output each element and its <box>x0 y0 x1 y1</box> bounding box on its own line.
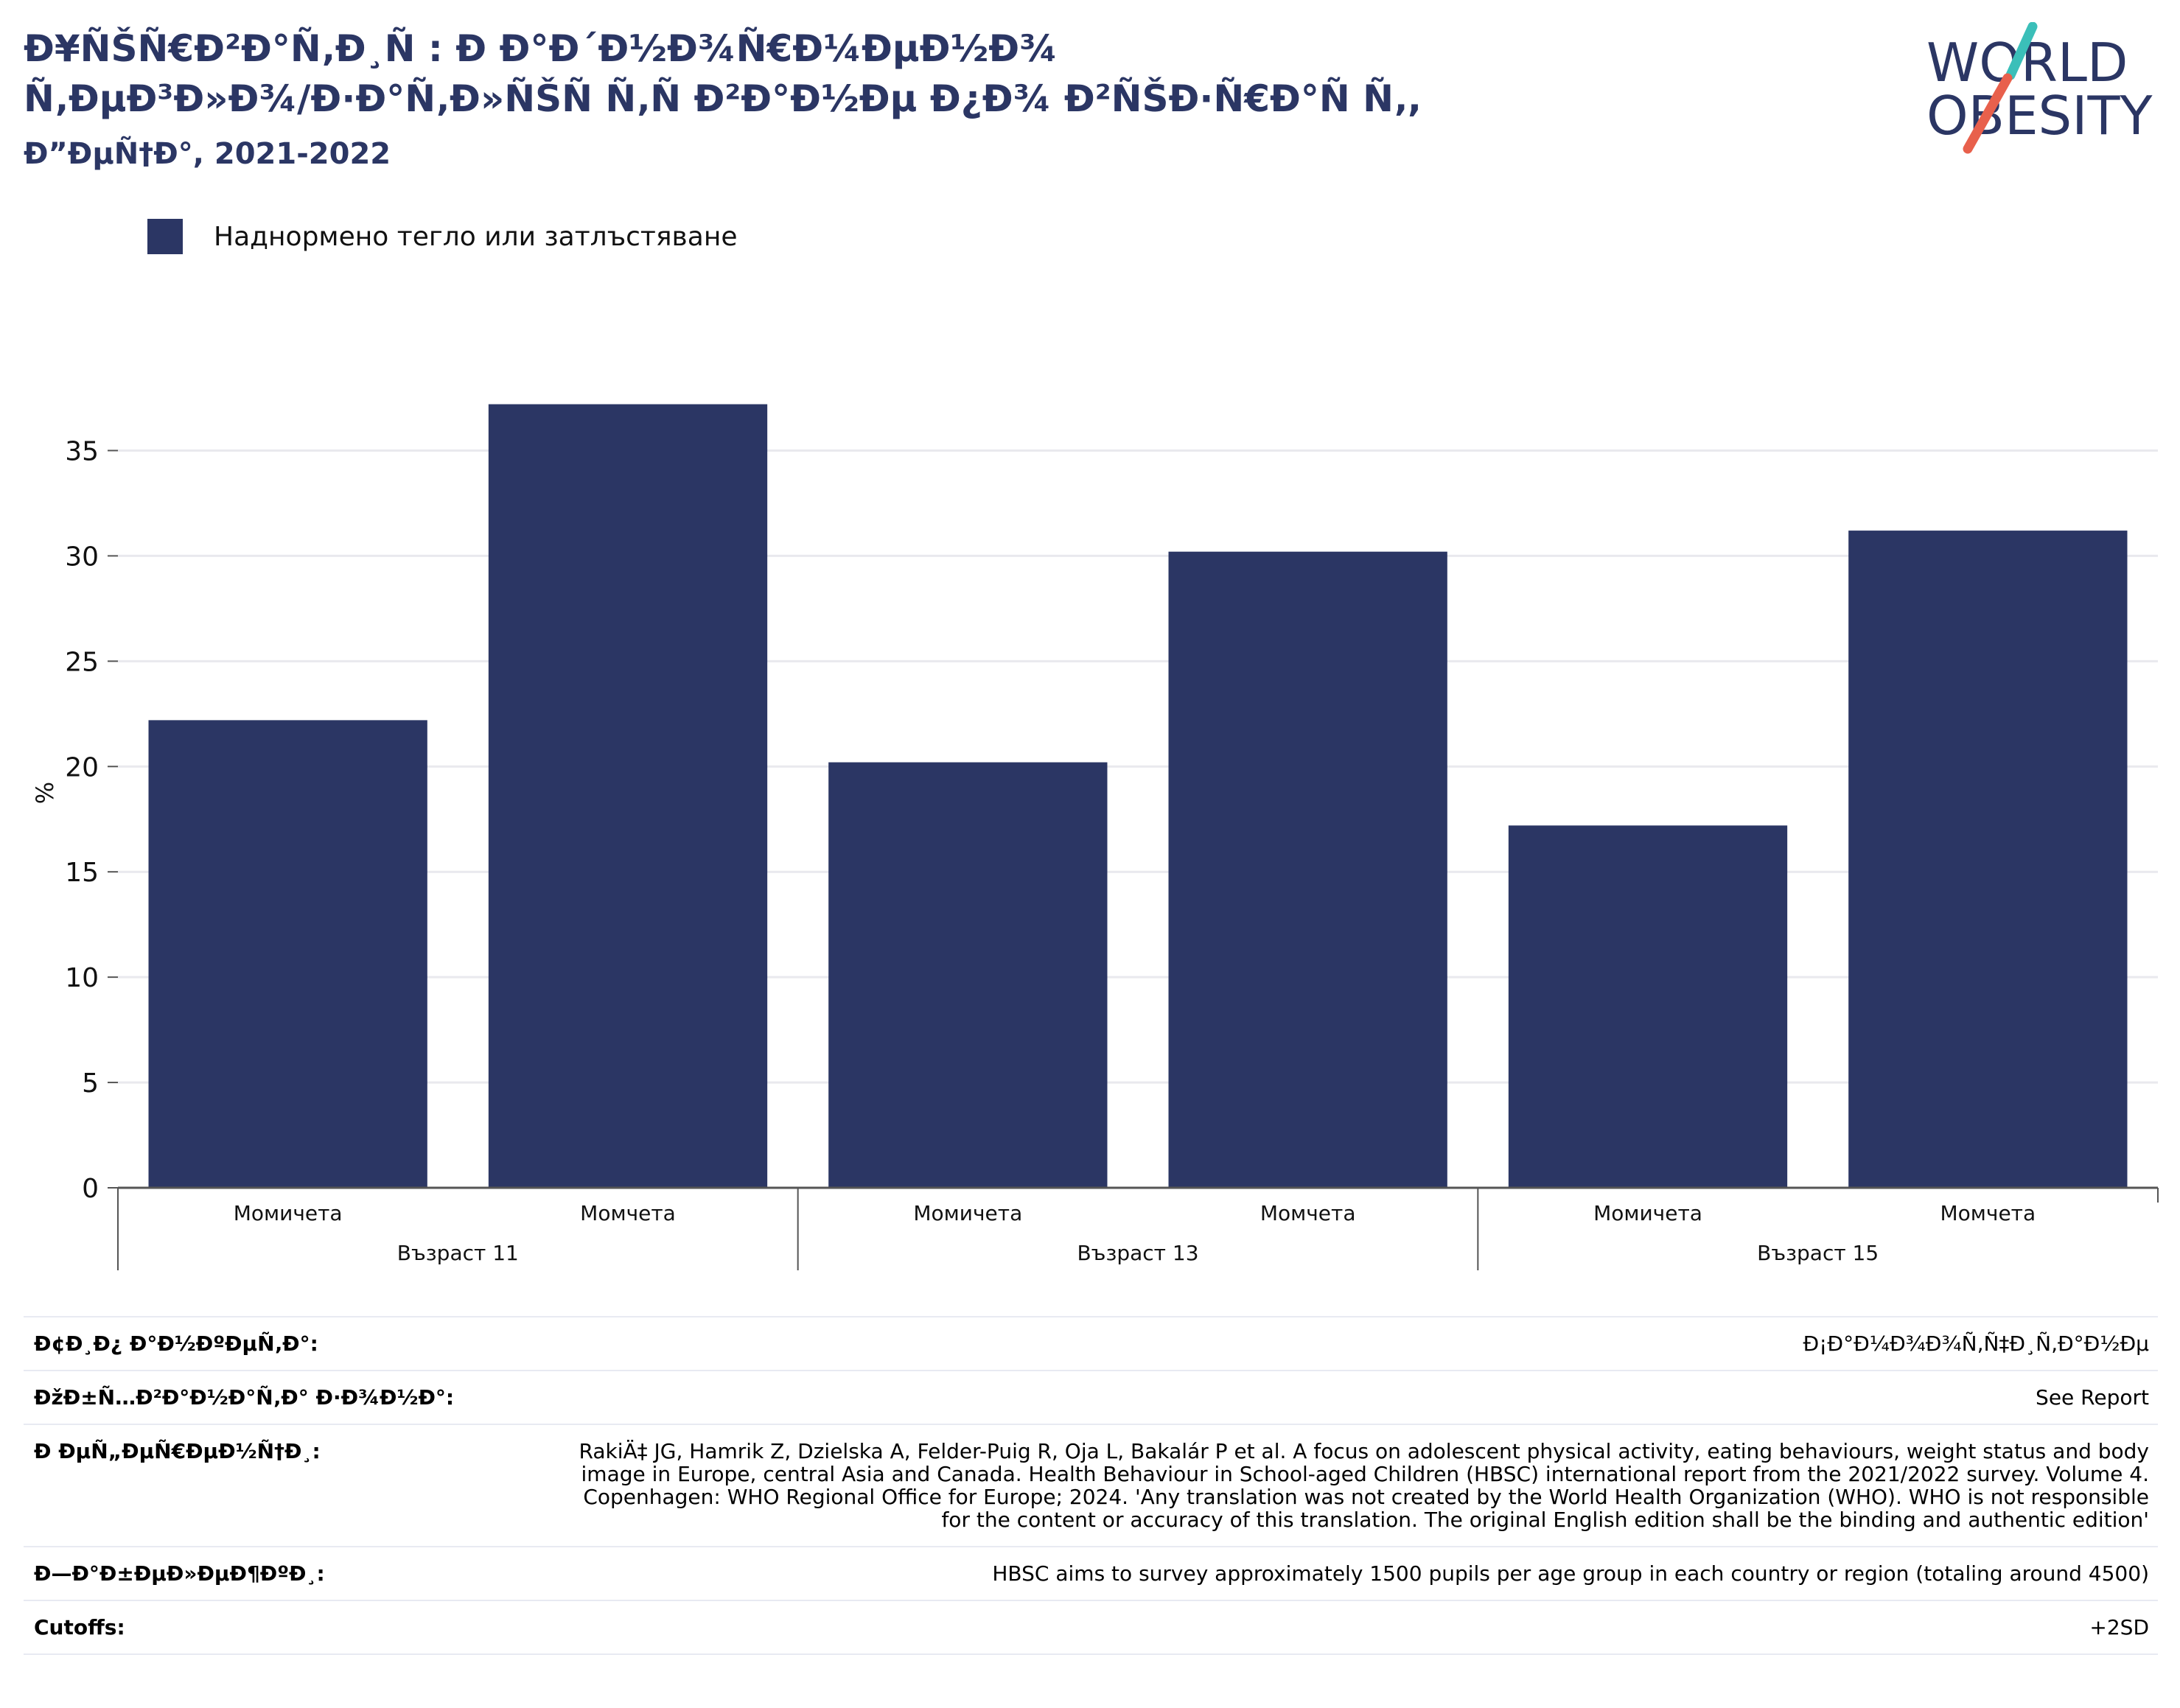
x-category-label: Момчета <box>580 1201 676 1225</box>
logo-slash-teal-icon <box>2005 22 2038 80</box>
x-group-label: Възраст 13 <box>1077 1241 1198 1265</box>
chart-title-line-2: Ñ‚ÐµÐ³Ð»Ð¾/Ð·Ð°Ñ‚Ð»ÑŠÑ Ñ‚Ñ Ð²Ð°Ð½Ðµ Ð¿Ð¾… <box>24 77 1422 120</box>
y-axis-label: % <box>31 782 59 804</box>
info-value: +2SD <box>2089 1615 2149 1639</box>
info-value: See Report <box>2036 1385 2149 1410</box>
x-group-label: Възраст 15 <box>1757 1241 1879 1265</box>
info-label: Ð¢Ð¸Ð¿ Ð°Ð½ÐºÐµÑ‚Ð°: <box>34 1331 318 1356</box>
x-category-label: Момичета <box>234 1201 343 1225</box>
info-table: Ð¢Ð¸Ð¿ Ð°Ð½ÐºÐµÑ‚Ð°: Ð¡Ð°Ð¼Ð¾Ð¾Ñ‚Ñ‡Ð¸Ñ‚Ð°… <box>24 1316 2158 1655</box>
bar <box>1168 551 1447 1188</box>
bar-chart: 0 5 10 15 20 25 30 35% Момичета Момчета Възраст 11… <box>31 404 2159 1270</box>
y-tick-label: 35 <box>65 436 99 466</box>
info-row: Cutoffs: +2SD <box>24 1600 2158 1655</box>
info-label: Ð ÐµÑ„ÐµÑ€ÐµÐ½Ñ†Ð¸: <box>34 1439 321 1463</box>
x-category-label: Момчета <box>1260 1201 1356 1225</box>
logo-word-obesity: OBESITY <box>1926 85 2153 147</box>
y-tick-label: 30 <box>65 542 99 572</box>
chart-title-line-1: Ð¥ÑŠÑ€Ð²Ð°Ñ‚Ð¸Ñ : Ð Ð°Ð´Ð½Ð¾Ñ€Ð¼ÐµÐ½Ð¾ <box>24 27 1058 70</box>
info-label: Ð—Ð°Ð±ÐµÐ»ÐµÐ¶ÐºÐ¸: <box>34 1561 325 1586</box>
info-label: ÐžÐ±Ñ…Ð²Ð°Ð½Ð°Ñ‚Ð° Ð·Ð¾Ð½Ð°: <box>34 1385 455 1410</box>
world-obesity-logo: WORLD OBESITY <box>1926 22 2153 154</box>
y-tick-label: 15 <box>65 858 99 888</box>
info-row: Ð¢Ð¸Ð¿ Ð°Ð½ÐºÐµÑ‚Ð°: Ð¡Ð°Ð¼Ð¾Ð¾Ñ‚Ñ‡Ð¸Ñ‚Ð°… <box>24 1316 2158 1370</box>
x-group-label: Възраст 11 <box>397 1241 519 1265</box>
info-label: Cutoffs: <box>34 1615 125 1639</box>
y-tick-label: 20 <box>65 752 99 783</box>
legend-swatch <box>147 219 183 254</box>
legend: Наднормено тегло или затлъстяване <box>147 218 738 255</box>
chart-subtitle: Ð”ÐµÑ†Ð°, 2021-2022 <box>24 137 391 171</box>
bar <box>828 762 1108 1188</box>
logo-slash-red-icon <box>1963 73 2013 154</box>
info-row: Ð—Ð°Ð±ÐµÐ»ÐµÐ¶ÐºÐ¸: HBSC aims to survey a… <box>24 1546 2158 1600</box>
bar <box>148 720 427 1188</box>
info-value: HBSC aims to survey approximately 1500 p… <box>992 1561 2149 1586</box>
bar <box>488 404 768 1189</box>
x-category-label: Момичета <box>913 1201 1022 1225</box>
info-value: Ð¡Ð°Ð¼Ð¾Ð¾Ñ‚Ñ‡Ð¸Ñ‚Ð°Ð½Ðµ <box>1803 1331 2149 1356</box>
x-category-label: Момчета <box>1940 1201 2036 1225</box>
y-tick-label: 0 <box>82 1174 99 1204</box>
x-category-label: Момичета <box>1593 1201 1702 1225</box>
info-value: RakiÄ‡ JG, Hamrik Z, Dzielska A, Felder-… <box>579 1439 2149 1532</box>
legend-label: Наднормено тегло или затлъстяване <box>214 221 738 252</box>
y-tick-label: 5 <box>82 1068 99 1099</box>
info-row: ÐžÐ±Ñ…Ð²Ð°Ð½Ð°Ñ‚Ð° Ð·Ð¾Ð½Ð°: See Report <box>24 1370 2158 1424</box>
bar <box>1508 825 1788 1188</box>
bar <box>1848 531 2128 1188</box>
info-row: Ð ÐµÑ„ÐµÑ€ÐµÐ½Ñ†Ð¸: RakiÄ‡ JG, Hamrik Z, … <box>24 1424 2158 1546</box>
chart-title: Ð¥ÑŠÑ€Ð²Ð°Ñ‚Ð¸Ñ : Ð Ð°Ð´Ð½Ð¾Ñ€Ð¼ÐµÐ½Ð¾ Ñ… <box>24 24 1719 124</box>
y-tick-label: 25 <box>65 647 99 677</box>
y-tick-label: 10 <box>65 963 99 993</box>
